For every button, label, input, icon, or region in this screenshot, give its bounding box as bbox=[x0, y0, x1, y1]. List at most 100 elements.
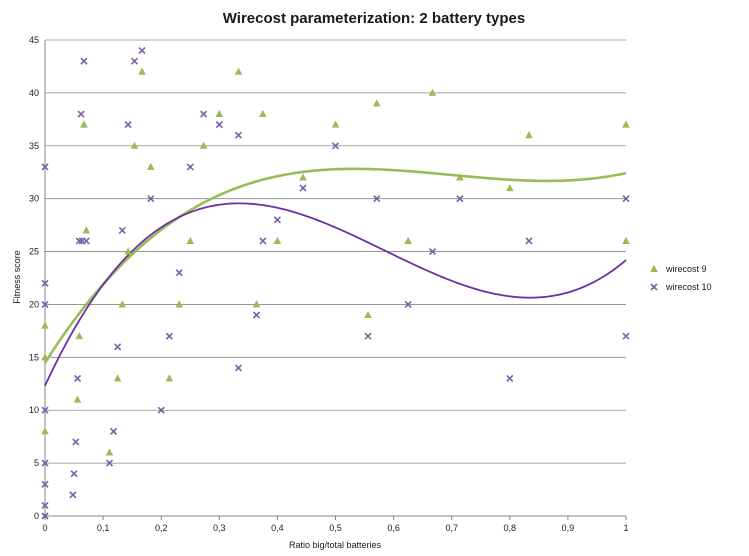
x-axis-label: Ratio big/total batteries bbox=[289, 540, 382, 550]
data-point-x bbox=[234, 364, 243, 372]
data-point-triangle bbox=[105, 448, 114, 456]
data-point-triangle bbox=[299, 173, 307, 181]
x-tick-label: 0,1 bbox=[97, 523, 110, 533]
y-tick-label: 35 bbox=[29, 141, 39, 151]
trendlines bbox=[43, 167, 627, 387]
y-tick-label: 40 bbox=[29, 88, 39, 98]
y-tick-label: 20 bbox=[29, 299, 39, 309]
data-point-triangle bbox=[130, 141, 139, 149]
data-point-x bbox=[456, 195, 464, 203]
y-tick-label: 45 bbox=[29, 35, 39, 45]
data-point-triangle bbox=[41, 427, 49, 435]
chart-title: Wirecost parameterization: 2 battery typ… bbox=[223, 10, 525, 27]
data-point-triangle bbox=[252, 300, 261, 308]
legend-label: wirecost 9 bbox=[665, 264, 707, 274]
data-point-x bbox=[506, 374, 514, 383]
y-tick-label: 10 bbox=[29, 405, 39, 415]
legend: wirecost 9 wirecost 10 bbox=[650, 264, 712, 292]
data-point-x bbox=[41, 480, 49, 488]
data-point-x bbox=[525, 237, 533, 245]
data-point-x bbox=[404, 300, 412, 309]
data-point-triangle bbox=[113, 374, 122, 382]
data-point-x bbox=[41, 512, 49, 520]
data-point-triangle bbox=[456, 173, 464, 181]
data-point-x bbox=[175, 269, 183, 277]
data-point-triangle bbox=[404, 236, 412, 244]
data-point-x bbox=[428, 247, 437, 256]
data-point-x bbox=[41, 300, 49, 309]
data-point-x bbox=[41, 459, 49, 467]
data-point-triangle bbox=[372, 99, 381, 107]
data-point-x bbox=[41, 406, 49, 414]
data-point-x bbox=[41, 501, 49, 509]
data-point-x bbox=[373, 195, 381, 203]
data-point-x bbox=[118, 226, 126, 234]
x-tick-label: 0,4 bbox=[271, 523, 284, 533]
data-point-triangle bbox=[146, 162, 155, 170]
x-tick-label: 0,5 bbox=[329, 523, 342, 533]
data-point-x bbox=[331, 142, 340, 150]
legend-marker-x bbox=[650, 283, 658, 291]
data-point-triangle bbox=[75, 331, 84, 340]
data-point-x bbox=[364, 332, 372, 340]
data-point-triangle bbox=[622, 120, 630, 128]
data-point-triangle bbox=[73, 395, 82, 403]
data-point-triangle bbox=[622, 236, 630, 244]
data-point-x bbox=[138, 47, 146, 55]
data-point-x bbox=[252, 311, 261, 319]
x-tick-label: 1 bbox=[623, 523, 628, 533]
trendline-1 bbox=[43, 167, 627, 364]
data-point-x bbox=[215, 121, 223, 129]
data-point-triangle bbox=[364, 310, 372, 319]
data-point-x bbox=[77, 110, 85, 118]
data-point-triangle bbox=[234, 67, 243, 75]
data-point-x bbox=[186, 163, 194, 171]
y-tick-label: 5 bbox=[34, 458, 39, 468]
data-point-triangle bbox=[138, 67, 146, 75]
data-point-x bbox=[73, 374, 82, 383]
data-point-triangle bbox=[82, 226, 91, 234]
data-point-x bbox=[80, 57, 88, 65]
data-point-x bbox=[82, 237, 90, 245]
data-point-triangle bbox=[259, 109, 267, 118]
data-point-triangle bbox=[199, 141, 208, 149]
data-point-x bbox=[70, 470, 78, 478]
y-tick-label: 25 bbox=[29, 247, 39, 257]
data-point-x bbox=[259, 237, 267, 245]
y-tick-label: 15 bbox=[29, 352, 39, 362]
x-tick-label: 0,6 bbox=[387, 523, 400, 533]
data-point-x bbox=[273, 216, 281, 224]
data-point-x bbox=[165, 332, 173, 340]
x-tick-label: 0,9 bbox=[562, 523, 575, 533]
data-point-triangle bbox=[165, 374, 174, 382]
x-tick-label: 0,2 bbox=[155, 523, 168, 533]
data-point-x bbox=[157, 406, 165, 414]
tick-labels: 0 5 10 15 20 25 30 35 40 45 0 0,1 0,2 0,3 0,4 0,5 0,6 0,7… bbox=[29, 35, 629, 533]
trendline-2 bbox=[44, 202, 627, 387]
data-point-x bbox=[622, 332, 630, 340]
data-point-x bbox=[41, 163, 49, 171]
data-point-x bbox=[41, 279, 49, 287]
gridlines bbox=[45, 39, 626, 464]
data-point-triangle bbox=[331, 120, 340, 128]
x-tick-label: 0,3 bbox=[213, 523, 226, 533]
y-axis-label: Fitness score bbox=[12, 250, 22, 304]
data-point-x bbox=[72, 438, 80, 446]
data-point-triangle bbox=[273, 236, 282, 244]
data-point-x bbox=[200, 110, 208, 118]
data-point-triangle bbox=[215, 109, 224, 118]
data-point-x bbox=[299, 184, 307, 192]
data-point-x bbox=[147, 195, 155, 203]
data-point-triangle bbox=[175, 300, 184, 308]
y-tick-label: 30 bbox=[29, 194, 39, 204]
data-point-triangle bbox=[525, 131, 533, 139]
x-tick-label: 0 bbox=[42, 523, 47, 533]
data-point-x bbox=[109, 427, 118, 435]
data-point-triangle bbox=[186, 236, 195, 244]
data-point-triangle bbox=[41, 321, 49, 329]
data-point-x bbox=[114, 343, 122, 351]
x-tick-label: 0,8 bbox=[504, 523, 517, 533]
data-point-triangle bbox=[80, 120, 88, 128]
data-point-x bbox=[622, 195, 630, 203]
